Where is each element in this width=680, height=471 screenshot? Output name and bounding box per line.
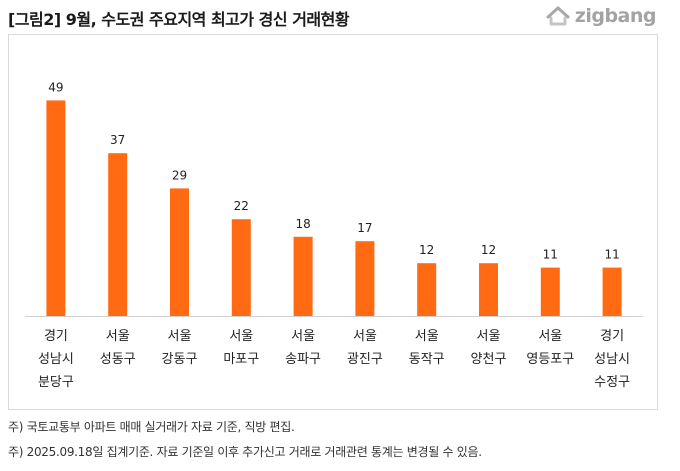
bar [293, 236, 313, 316]
category-label: 양천구 [471, 352, 507, 367]
bar [417, 263, 437, 316]
data-label: 12 [419, 243, 434, 257]
category-label: 서울 [291, 329, 315, 344]
category-label: 서울 [353, 329, 377, 344]
bar [231, 219, 251, 316]
data-label: 37 [110, 133, 125, 147]
data-label: 11 [543, 248, 558, 262]
category-label: 동작구 [409, 352, 445, 367]
bar [170, 188, 189, 316]
zigbang-logo-icon [546, 6, 570, 26]
category-label: 수정구 [594, 375, 630, 390]
category-label: 서울 [168, 329, 192, 344]
category-label: 광진구 [347, 352, 383, 367]
category-label: 서울 [477, 329, 501, 344]
data-label: 29 [172, 168, 187, 182]
category-label: 마포구 [223, 352, 259, 367]
category-label: 송파구 [285, 352, 321, 367]
data-label: 17 [357, 221, 372, 235]
data-label: 22 [234, 199, 249, 213]
bar [540, 267, 560, 316]
bar [602, 267, 622, 316]
data-label: 12 [481, 243, 496, 257]
logo-text: zigbang [574, 5, 657, 27]
chart-title: [그림2] 9월, 수도권 주요지역 최고가 경신 거래현황 [8, 10, 350, 29]
zigbang-logo: zigbang [545, 4, 657, 28]
data-label: 18 [295, 217, 310, 231]
bar [46, 100, 66, 317]
category-label: 성남시 [38, 352, 74, 367]
bar [479, 263, 498, 316]
category-label: 서울 [229, 329, 253, 344]
category-label: 성동구 [100, 352, 136, 367]
category-label: 경기 [44, 329, 68, 344]
category-label: 성남시 [594, 352, 630, 367]
category-label: 경기 [600, 329, 624, 344]
bar [355, 241, 375, 316]
category-label: 분당구 [38, 375, 74, 390]
data-label: 49 [48, 80, 63, 94]
footnote-basis: 주) 2025.09.18일 집계기준. 자료 기준일 이후 추가신고 거래로 … [8, 445, 482, 459]
category-label: 영등포구 [526, 352, 574, 367]
footnote-source: 주) 국토교통부 아파트 매매 실거래가 자료 기준, 직방 편집. [8, 420, 295, 434]
bar [108, 153, 128, 316]
data-label: 11 [604, 248, 619, 262]
category-label: 서울 [106, 329, 130, 344]
category-label: 강동구 [162, 352, 198, 367]
category-label: 서울 [415, 329, 439, 344]
category-label: 서울 [538, 329, 562, 344]
